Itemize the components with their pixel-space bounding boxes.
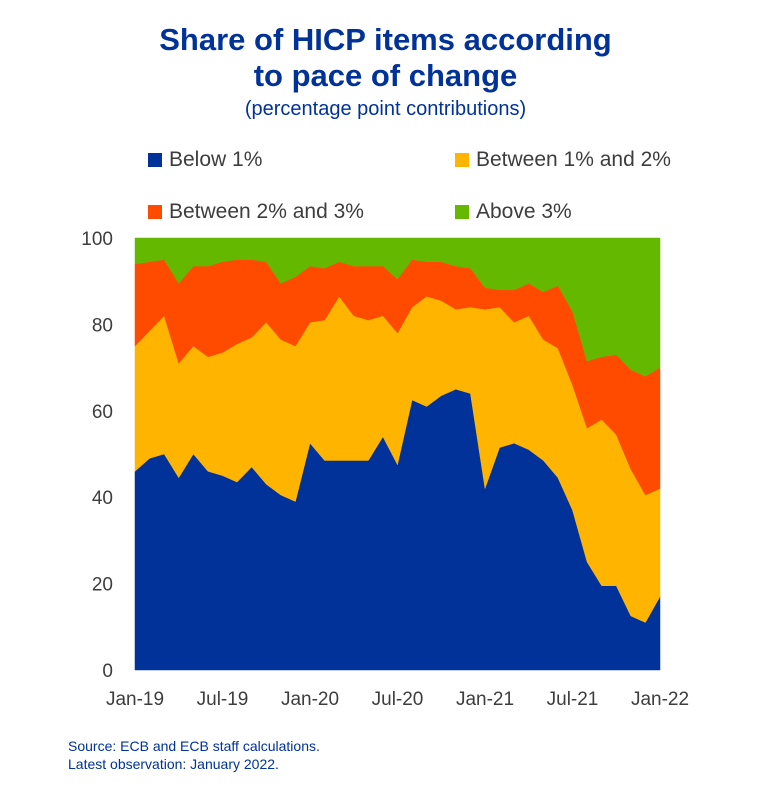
x-tick-label: Jan-22 xyxy=(631,689,689,710)
y-tick-label: 0 xyxy=(102,661,113,682)
legend-swatch-below-1 xyxy=(148,153,162,167)
x-tick-label: Jul-20 xyxy=(372,689,424,710)
y-tick-label: 40 xyxy=(92,488,113,509)
legend-swatch-2-to-3 xyxy=(148,205,162,219)
source-line-1: Source: ECB and ECB staff calculations. xyxy=(68,738,320,754)
legend-label-below-1: Below 1% xyxy=(169,148,263,171)
area-series-4 xyxy=(134,237,661,377)
chart-title-line-2: to pace of change xyxy=(253,58,518,93)
legend-label-1-to-2: Between 1% and 2% xyxy=(476,148,671,171)
chart-subtitle: (percentage point contributions) xyxy=(244,98,527,120)
x-tick-label: Jul-19 xyxy=(197,689,249,710)
legend-swatch-1-to-2 xyxy=(455,153,469,167)
legend-label-2-to-3: Between 2% and 3% xyxy=(169,200,364,223)
legend-item-below-1: Below 1% xyxy=(148,148,262,172)
y-tick-label: 60 xyxy=(92,402,113,423)
x-tick-label: Jan-19 xyxy=(106,689,164,710)
x-tick-label: Jan-21 xyxy=(456,689,514,710)
legend-item-2-to-3: Between 2% and 3% xyxy=(148,200,364,224)
x-tick-label: Jan-20 xyxy=(281,689,339,710)
source-line-2: Latest observation: January 2022. xyxy=(68,756,279,772)
legend-swatch-above-3 xyxy=(455,205,469,219)
legend-item-1-to-2: Between 1% and 2% xyxy=(455,148,671,172)
chart-title-line-1: Share of HICP items according xyxy=(159,22,612,57)
chart-title: Share of HICP items according to pace of… xyxy=(0,22,771,94)
legend-label-above-3: Above 3% xyxy=(476,200,572,223)
source-note: Source: ECB and ECB staff calculations. … xyxy=(68,737,320,773)
y-tick-label: 20 xyxy=(92,575,113,596)
y-tick-label: 100 xyxy=(81,229,113,250)
x-tick-label: Jul-21 xyxy=(547,689,599,710)
y-tick-label: 80 xyxy=(92,315,113,336)
legend-item-above-3: Above 3% xyxy=(455,200,572,224)
